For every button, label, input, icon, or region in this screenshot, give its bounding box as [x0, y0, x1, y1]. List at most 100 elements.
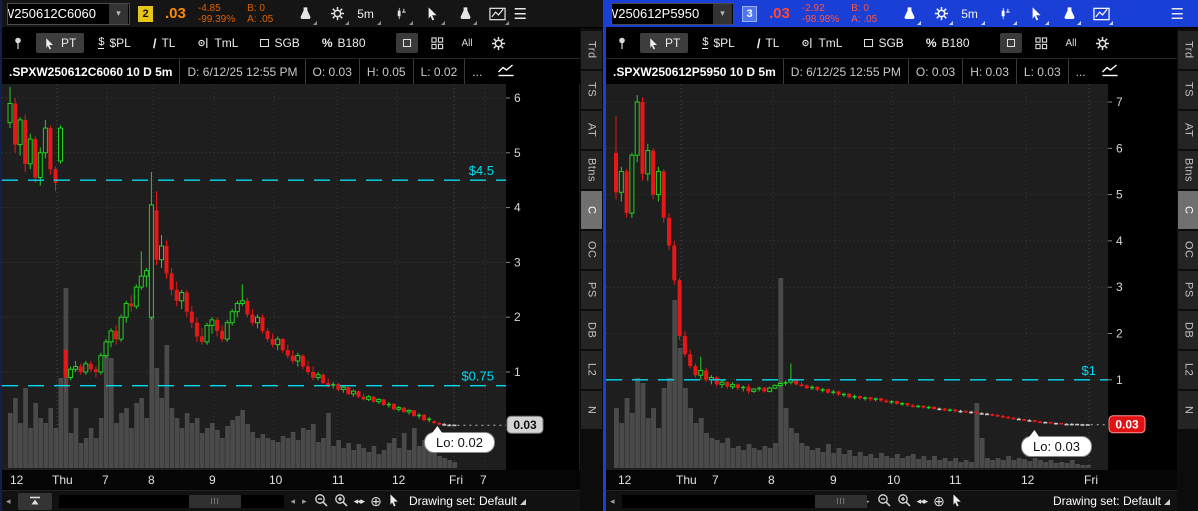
pan-right-icon[interactable]: ▸ — [865, 495, 870, 506]
header-more[interactable]: ... — [472, 64, 483, 79]
collapse-button[interactable] — [17, 492, 52, 510]
header-more[interactable]: ... — [1075, 64, 1086, 79]
zoom-in-icon[interactable] — [334, 493, 348, 510]
resize-grip-icon[interactable] — [520, 499, 526, 505]
chart-style-icon[interactable] — [497, 63, 515, 80]
drawing-set-label[interactable]: Drawing set: Default — [1052, 494, 1161, 508]
symbol-input[interactable]: W250612C6060 ▾ — [7, 2, 130, 25]
pattern-icon[interactable] — [389, 2, 414, 26]
all-button[interactable]: All — [461, 37, 473, 49]
pt-tool-button[interactable]: PT — [640, 33, 689, 53]
price-change: -2.92 -98.98% — [802, 3, 839, 25]
pan-right-icon[interactable]: ▸ — [302, 495, 307, 506]
pointer-icon[interactable] — [951, 493, 964, 510]
single-chart-button[interactable] — [395, 33, 418, 53]
drawing-set-label[interactable]: Drawing set: Default — [408, 494, 517, 508]
crosshair-icon[interactable]: ⊕ — [370, 492, 382, 509]
candlestick-chart[interactable]: 6 5 4 3 2 1 $4.5 $0.75 0.03 — [2, 84, 579, 470]
beaker-icon[interactable] — [293, 2, 318, 26]
gear-icon[interactable] — [487, 31, 511, 55]
menu-icon[interactable]: ☰ — [513, 5, 527, 23]
spl-tool-button[interactable]: $ $PL — [702, 36, 735, 50]
cursor-icon[interactable] — [1025, 2, 1050, 26]
side-tab-n[interactable]: N — [1178, 391, 1198, 429]
zoom-out-icon[interactable] — [314, 493, 328, 510]
side-tab-ts[interactable]: TS — [581, 71, 602, 109]
auto-fit-icon[interactable]: ◂◂▸ — [916, 495, 929, 506]
side-tab-oc[interactable]: OC — [581, 231, 602, 269]
side-tab-ts[interactable]: TS — [1178, 71, 1198, 109]
symbol-dropdown-button[interactable]: ▾ — [109, 3, 128, 24]
side-tab-l2[interactable]: L2 — [1178, 351, 1198, 389]
resize-grip-icon[interactable] — [1164, 499, 1170, 505]
gear-icon[interactable] — [1091, 31, 1115, 55]
pt-tool-button[interactable]: PT — [36, 33, 85, 53]
side-tab-ps[interactable]: PS — [1178, 271, 1198, 309]
side-tab-at[interactable]: AT — [1178, 111, 1198, 149]
tl-tool-button[interactable]: / TL — [152, 35, 176, 51]
b180-tool-button[interactable]: % B180 — [925, 36, 970, 50]
chart-plot-put[interactable]: 7 6 5 4 3 2 1 $1 0.03 Lo: 0.03 — [606, 84, 1178, 470]
spl-tool-button[interactable]: $ $PL — [98, 36, 131, 50]
grid-layout-button[interactable] — [1030, 31, 1054, 55]
side-tab-ps[interactable]: PS — [581, 271, 602, 309]
scrollbar-track[interactable]: III — [621, 494, 868, 508]
all-button[interactable]: All — [1065, 37, 1077, 49]
side-tab-trd[interactable]: Trd — [1178, 31, 1198, 69]
scrollbar-thumb[interactable]: III — [189, 494, 242, 508]
zoom-in-icon[interactable] — [897, 493, 911, 510]
link-group-badge[interactable]: 2 — [138, 5, 153, 22]
beaker-icon[interactable] — [897, 2, 922, 26]
side-tab-btns[interactable]: Btns — [1178, 151, 1198, 189]
side-tab-at[interactable]: AT — [581, 111, 602, 149]
gear-icon[interactable] — [929, 2, 954, 26]
tml-tool-button[interactable]: TmL — [793, 33, 850, 53]
scrollbar-thumb[interactable]: III — [815, 494, 868, 508]
side-tab-db[interactable]: DB — [1178, 311, 1198, 349]
tml-tool-button[interactable]: TmL — [189, 33, 246, 53]
cursor-icon[interactable] — [421, 2, 446, 26]
side-tab-c[interactable]: C — [1178, 191, 1198, 229]
scrollbar-track[interactable]: III — [58, 494, 284, 508]
crosshair-icon[interactable]: ⊕ — [933, 492, 945, 509]
drawing-tools-icon[interactable] — [1089, 2, 1114, 26]
symbol-dropdown-button[interactable]: ▾ — [713, 3, 732, 24]
side-tab-trd[interactable]: Trd — [581, 31, 602, 69]
side-tab-n[interactable]: N — [581, 391, 602, 429]
chart-plot-call[interactable]: 6 5 4 3 2 1 $4.5 $0.75 0.03 Lo: 0.02 — [2, 84, 580, 470]
link-group-badge[interactable]: 3 — [742, 5, 757, 22]
auto-fit-icon[interactable]: ◂◂▸ — [353, 495, 366, 506]
side-tab-l2[interactable]: L2 — [581, 351, 602, 389]
side-tab-btns[interactable]: Btns — [581, 151, 602, 189]
tl-tool-button[interactable]: / TL — [756, 35, 780, 51]
ohlc-low: L: 0.03 — [1017, 59, 1069, 84]
zoom-out-icon[interactable] — [877, 493, 891, 510]
pin-icon[interactable] — [6, 31, 30, 55]
symbol-input[interactable]: W250612P5950 ▾ — [611, 2, 734, 25]
sgb-tool-button[interactable]: SGB — [856, 33, 911, 53]
pan-left-icon[interactable]: ◂ — [290, 495, 296, 506]
gear-icon[interactable] — [325, 2, 350, 26]
side-tab-oc[interactable]: OC — [1178, 231, 1198, 269]
chart-style-icon[interactable] — [1101, 63, 1119, 80]
menu-icon[interactable]: ☰ — [1170, 5, 1184, 23]
pattern-icon[interactable] — [993, 2, 1018, 26]
single-chart-button[interactable] — [999, 33, 1022, 53]
b180-tool-button[interactable]: % B180 — [321, 36, 366, 50]
scroll-left-icon[interactable]: ◂ — [610, 495, 615, 506]
candlestick-chart[interactable]: 7 6 5 4 3 2 1 $1 0.03 — [606, 84, 1178, 470]
side-tab-db[interactable]: DB — [581, 311, 602, 349]
drawing-tools-icon[interactable] — [485, 2, 510, 26]
flask-icon[interactable] — [1057, 2, 1082, 26]
interval-button[interactable]: 5m — [961, 2, 986, 26]
x-axis-label: 7 — [102, 473, 109, 487]
sgb-tool-button[interactable]: SGB — [252, 33, 307, 53]
chart-header: .SPXW250612P5950 10 D 5m D: 6/12/25 12:5… — [606, 58, 1178, 84]
pointer-icon[interactable] — [388, 493, 401, 510]
flask-icon[interactable] — [453, 2, 478, 26]
grid-layout-button[interactable] — [426, 31, 450, 55]
pin-icon[interactable] — [610, 31, 634, 55]
interval-button[interactable]: 5m — [357, 2, 382, 26]
side-tab-c[interactable]: C — [581, 191, 602, 229]
scroll-left-icon[interactable]: ◂ — [6, 495, 11, 506]
